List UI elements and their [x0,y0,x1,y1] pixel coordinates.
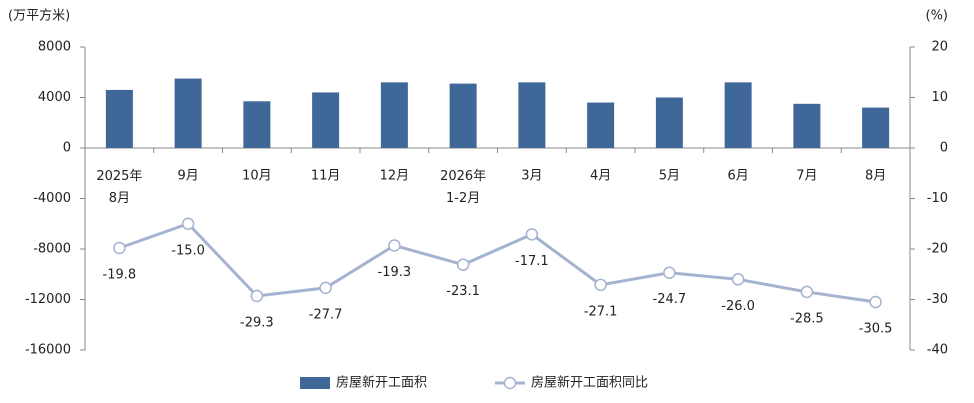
data-label: -29.3 [240,315,274,330]
bar [655,97,683,148]
y-tick-label: -4000 [33,191,71,206]
point [181,217,195,230]
data-label: -19.8 [103,267,137,282]
x-tick-label: 2026年 1-2月 [440,169,486,206]
point [594,278,607,292]
y-tick-label: -12000 [25,292,71,307]
y-unit: (万平方米) [8,8,70,24]
y-tick-label: 0 [63,141,71,156]
point [113,241,126,255]
x-tick-label: 10月 [242,169,272,184]
x-tick-label: 5月 [659,169,680,184]
y-tick-label: -16000 [25,343,71,358]
y2-tick-label: -10 [927,191,948,206]
y2-tick-label: 20 [931,40,948,55]
bar [105,89,133,148]
bar [518,82,546,148]
point [456,258,470,271]
y2-tick-label: 10 [931,90,948,105]
bar [793,103,821,148]
x-tick-label: 3月 [521,169,542,184]
x-tick-label: 2025年 8月 [96,169,142,206]
y2-tick-label: 0 [940,141,948,156]
data-label: -27.7 [309,307,343,322]
bar [243,101,271,148]
data-label: -17.1 [515,254,549,269]
point [388,239,401,252]
x-tick-label: 8月 [865,169,886,184]
data-label: -15.0 [171,243,205,258]
x-tick-label: 4月 [590,169,611,184]
y-tick-label: 4000 [38,90,71,105]
data-label: -23.1 [446,284,480,299]
x-tick-label: 11月 [311,169,341,184]
data-label: -28.5 [790,311,824,326]
data-label: -19.3 [378,265,412,280]
bar [312,92,340,148]
legend-label: 房屋新开工面积同比 [531,375,648,391]
x-tick-label: 12月 [380,169,410,184]
bar [174,78,202,148]
bar [862,107,890,148]
y-tick-label: -8000 [33,242,71,257]
data-label: -27.1 [584,304,618,319]
point [869,295,882,309]
line [118,222,876,304]
y-tick-label: 8000 [38,40,71,55]
x-tick-label: 9月 [177,169,198,184]
x-tick-label: 7月 [796,169,817,184]
point [319,281,332,295]
data-label: -30.5 [859,322,893,337]
y2-tick-label: -40 [927,343,948,358]
point [663,266,676,279]
point [525,228,539,241]
y2-tick-label: -20 [927,242,948,257]
y2-unit: (%) [926,9,949,24]
y2-tick-label: -30 [927,292,948,307]
legend-label: 房屋新开工面积 [336,375,427,391]
point [250,289,264,303]
bar [380,82,408,148]
legend-swatch [503,376,517,390]
bar [449,83,477,148]
legend-swatch [300,377,330,389]
x-tick-label: 6月 [727,169,748,184]
bar [724,82,752,148]
bar [587,102,615,148]
data-label: -26.0 [721,299,755,314]
data-label: -24.7 [653,292,687,307]
point [800,285,814,299]
point [731,273,745,286]
